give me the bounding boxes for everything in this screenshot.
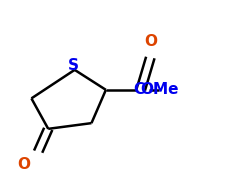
Text: S: S (68, 58, 78, 73)
Text: OMe: OMe (141, 82, 179, 97)
Text: C: C (133, 82, 144, 97)
Text: O: O (17, 157, 30, 172)
Text: O: O (144, 34, 157, 49)
